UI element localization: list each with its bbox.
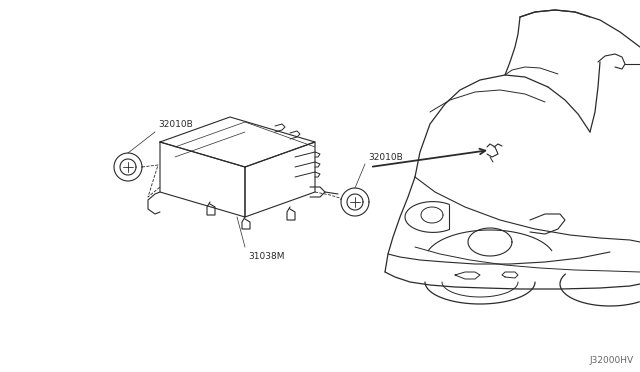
Text: 32010B: 32010B bbox=[368, 153, 403, 162]
Text: 32010B: 32010B bbox=[158, 120, 193, 129]
Text: 31038M: 31038M bbox=[248, 252, 285, 261]
Text: J32000HV: J32000HV bbox=[589, 356, 634, 365]
